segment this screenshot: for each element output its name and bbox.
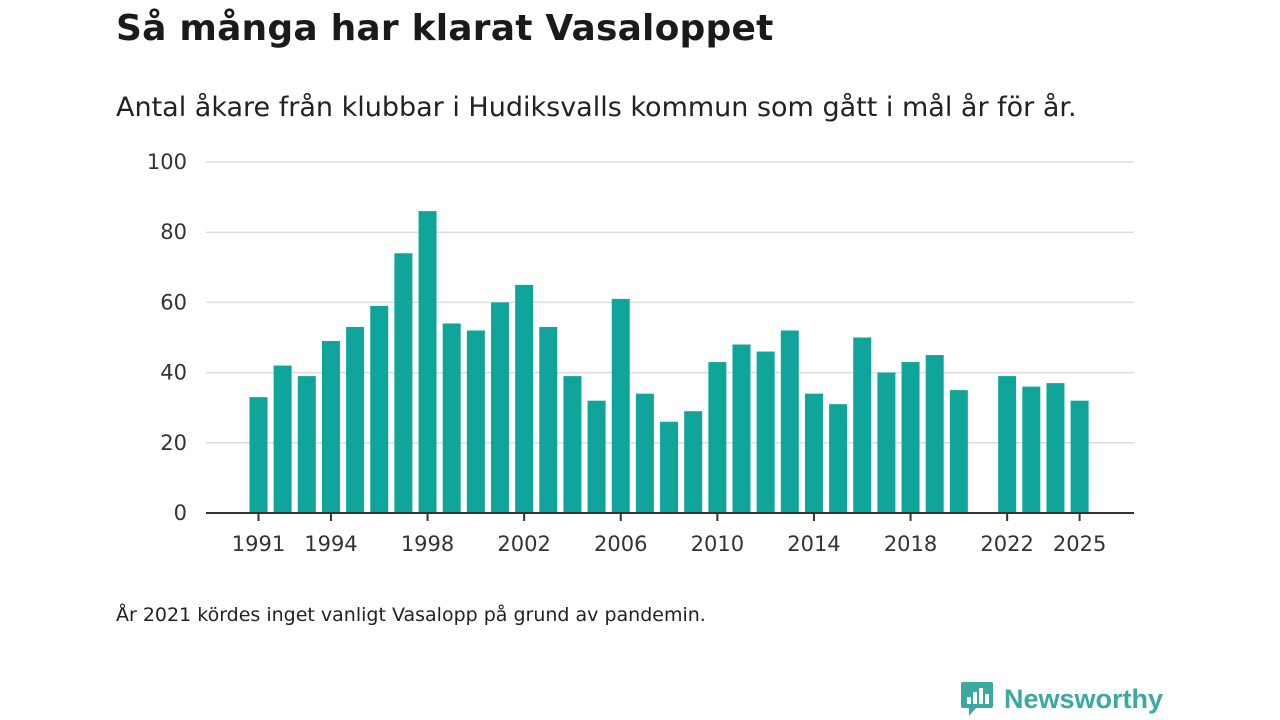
y-tick-label: 0 <box>174 501 187 525</box>
bar-2000 <box>466 330 485 513</box>
x-tick-label: 1994 <box>304 532 357 556</box>
brand-name: Newsworthy <box>1004 683 1164 714</box>
y-tick-label: 100 <box>147 150 187 174</box>
bar-2019 <box>925 355 944 513</box>
y-tick-label: 80 <box>160 220 187 244</box>
bar-2018 <box>901 362 920 513</box>
bar-1992 <box>273 365 292 513</box>
bar-1997 <box>394 253 413 513</box>
bar-1995 <box>346 326 365 513</box>
chart-subtitle: Antal åkare från klubbar i Hudiksvalls k… <box>116 92 1077 123</box>
bar-1991 <box>249 397 268 513</box>
bar-2012 <box>756 351 775 513</box>
bar-2017 <box>877 372 896 513</box>
bar-2003 <box>539 326 558 513</box>
bar-2011 <box>732 344 751 513</box>
bar-2006 <box>611 298 630 513</box>
x-tick-label: 2002 <box>497 532 550 556</box>
bar-2010 <box>708 362 727 513</box>
bar-2009 <box>684 411 703 513</box>
bar-chart: 0 20 40 60 80 100 1991 1994 1998 2002 2006 2010 2014… <box>147 150 1134 556</box>
bar-2008 <box>660 421 679 513</box>
y-tick-label: 60 <box>160 290 187 314</box>
brand-logo[interactable]: Newsworthy <box>960 680 1163 718</box>
bar-2005 <box>587 400 606 513</box>
bar-1999 <box>442 323 461 513</box>
y-tick-label: 20 <box>160 431 187 455</box>
x-tick-label: 2018 <box>884 532 937 556</box>
bar-2020 <box>949 390 968 513</box>
bar-2013 <box>780 330 799 513</box>
chart-footnote: År 2021 kördes inget vanligt Vasalopp på… <box>116 604 706 626</box>
bar-2023 <box>1022 386 1041 513</box>
bar-2001 <box>491 302 509 513</box>
bar-1994 <box>321 341 340 513</box>
bar-2024 <box>1046 383 1065 513</box>
bar-1993 <box>297 376 316 513</box>
bar-2007 <box>635 393 654 513</box>
bar-2025 <box>1070 400 1089 513</box>
bar-2022 <box>998 376 1017 513</box>
bar-2015 <box>829 404 848 513</box>
bar-2004 <box>563 376 582 513</box>
bar-2002 <box>515 284 534 513</box>
x-tick-label: 2006 <box>594 532 647 556</box>
newsworthy-logo-icon <box>961 682 993 716</box>
bar-2014 <box>804 393 823 513</box>
x-tick-label: 1998 <box>401 532 454 556</box>
x-tick-label: 2025 <box>1053 532 1106 556</box>
x-tick-label: 1991 <box>232 532 285 556</box>
chart-title: Så många har klarat Vasaloppet <box>116 8 774 49</box>
bar-1998 <box>418 211 437 513</box>
bar-1996 <box>370 305 389 513</box>
x-tick-label: 2022 <box>980 532 1033 556</box>
x-tick-label: 2010 <box>691 532 744 556</box>
bar-2016 <box>853 337 872 513</box>
x-tick-label: 2014 <box>787 532 840 556</box>
y-tick-label: 40 <box>160 361 187 385</box>
